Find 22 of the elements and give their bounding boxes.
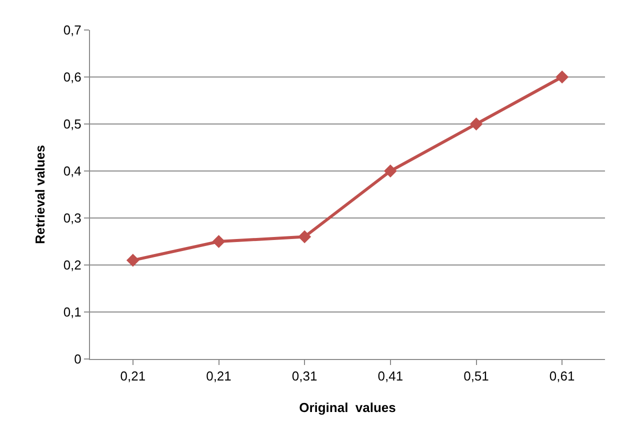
point — [126, 254, 140, 267]
point — [556, 70, 569, 84]
x-tick-label: 0,41 — [378, 368, 404, 384]
y-tick-label: 0,5 — [63, 116, 82, 132]
y-tick-label: 0,7 — [63, 22, 82, 38]
y-tick-label: 0 — [74, 352, 82, 367]
y-tick-label: 0,2 — [63, 258, 82, 273]
x-tick-label: 0,31 — [292, 368, 318, 384]
y-tick-label: 0,6 — [63, 70, 82, 85]
point — [298, 230, 312, 244]
x-tick-label: 0,21 — [120, 368, 146, 384]
x-tick-label: 0,61 — [549, 368, 575, 384]
point — [470, 118, 483, 130]
x-axis-title: Original values — [299, 400, 396, 416]
y-axis-title: Retrieval values — [32, 144, 48, 244]
y-tick-label: 0,1 — [63, 304, 82, 320]
x-tick-label: 0,51 — [464, 368, 489, 384]
x-tick-label: 0,21 — [206, 368, 232, 384]
point — [384, 164, 397, 178]
y-tick-label: 0,4 — [63, 164, 82, 179]
y-tick-label: 0,3 — [63, 210, 82, 226]
point — [212, 235, 226, 248]
